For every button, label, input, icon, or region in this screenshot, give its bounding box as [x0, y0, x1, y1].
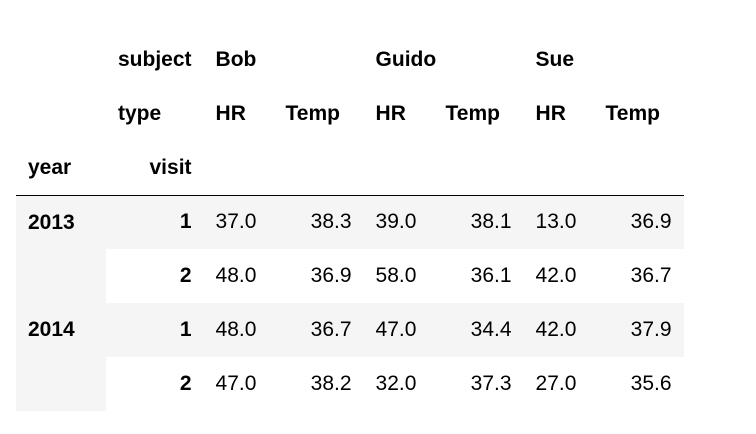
dataframe-table: subject Bob Guido Sue type HR Temp HR Te…: [16, 33, 684, 411]
header-blank-cell: [204, 141, 274, 195]
index-year-cell: 2013: [16, 195, 106, 303]
header-row-type: type HR Temp HR Temp HR Temp: [16, 87, 684, 141]
table-cell: 34.4: [434, 303, 524, 357]
table-cell: 32.0: [364, 357, 434, 411]
column-header-type: Temp: [274, 87, 364, 141]
header-row-subject: subject Bob Guido Sue: [16, 33, 684, 87]
table-cell: 36.7: [274, 303, 364, 357]
table-cell: 36.1: [434, 249, 524, 303]
column-header-subject: Bob: [204, 33, 364, 87]
index-name-year: year: [16, 141, 106, 195]
table-cell: 47.0: [364, 303, 434, 357]
table-cell: 35.6: [594, 357, 684, 411]
column-header-type: HR: [204, 87, 274, 141]
header-blank-cell: [274, 141, 364, 195]
table-cell: 37.0: [204, 195, 274, 249]
table-row: 2014 1 48.0 36.7 47.0 34.4 42.0 37.9: [16, 303, 684, 357]
table-cell: 37.3: [434, 357, 524, 411]
table-row: 2 47.0 38.2 32.0 37.3 27.0 35.6: [16, 357, 684, 411]
table-cell: 13.0: [524, 195, 594, 249]
table-body: 2013 1 37.0 38.3 39.0 38.1 13.0 36.9 2 4…: [16, 195, 684, 411]
header-blank-cell: [16, 33, 106, 87]
table-cell: 38.3: [274, 195, 364, 249]
table-cell: 58.0: [364, 249, 434, 303]
table-row: 2 48.0 36.9 58.0 36.1 42.0 36.7: [16, 249, 684, 303]
table-cell: 42.0: [524, 303, 594, 357]
header-blank-cell: [594, 141, 684, 195]
table-cell: 42.0: [524, 249, 594, 303]
column-header-type: Temp: [434, 87, 524, 141]
table-cell: 48.0: [204, 249, 274, 303]
index-visit-cell: 1: [106, 195, 204, 249]
table-cell: 37.9: [594, 303, 684, 357]
header-blank-cell: [364, 141, 434, 195]
index-name-visit: visit: [106, 141, 204, 195]
table-cell: 48.0: [204, 303, 274, 357]
header-blank-cell: [524, 141, 594, 195]
index-year-cell: 2014: [16, 303, 106, 411]
table-cell: 36.9: [274, 249, 364, 303]
table-header: subject Bob Guido Sue type HR Temp HR Te…: [16, 33, 684, 195]
index-visit-cell: 2: [106, 357, 204, 411]
column-header-type: Temp: [594, 87, 684, 141]
index-visit-cell: 2: [106, 249, 204, 303]
table-row: 2013 1 37.0 38.3 39.0 38.1 13.0 36.9: [16, 195, 684, 249]
column-header-type: HR: [364, 87, 434, 141]
header-row-index-names: year visit: [16, 141, 684, 195]
column-header-type: HR: [524, 87, 594, 141]
table-cell: 36.7: [594, 249, 684, 303]
column-level-name-type: type: [106, 87, 204, 141]
column-header-subject: Guido: [364, 33, 524, 87]
table-cell: 47.0: [204, 357, 274, 411]
index-visit-cell: 1: [106, 303, 204, 357]
column-level-name-subject: subject: [106, 33, 204, 87]
header-blank-cell: [16, 87, 106, 141]
table-cell: 38.1: [434, 195, 524, 249]
column-header-subject: Sue: [524, 33, 684, 87]
table-cell: 36.9: [594, 195, 684, 249]
header-blank-cell: [434, 141, 524, 195]
table-cell: 39.0: [364, 195, 434, 249]
table-cell: 38.2: [274, 357, 364, 411]
table-cell: 27.0: [524, 357, 594, 411]
